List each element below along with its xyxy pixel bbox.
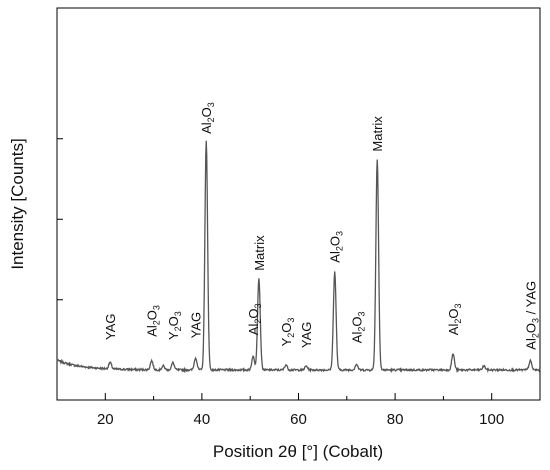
peak-label: Al2O3 [145, 305, 162, 337]
x-tick-label: 40 [194, 411, 211, 428]
x-tick-label: 100 [479, 411, 504, 428]
y-axis-label: Intensity [Counts] [8, 138, 27, 269]
peak-label: Al2O3 [199, 102, 216, 134]
x-tick-label: 20 [97, 411, 114, 428]
peak-label: YAG [189, 312, 204, 339]
peak-label: Y2O3 [166, 311, 183, 340]
peak-label: Al2O3 [446, 303, 463, 335]
x-tick-label: 60 [290, 411, 307, 428]
peak-label: Al2O3 [328, 231, 345, 263]
x-axis-label: Position 2θ [°] (Cobalt) [213, 442, 383, 461]
diffraction-line [56, 140, 541, 374]
peak-label: Matrix [252, 235, 267, 271]
peak-label: Al2O3 [246, 303, 263, 335]
peak-label: Matrix [370, 116, 385, 152]
peak-label: Al2O3 / YAG [523, 281, 540, 350]
peak-label: YAG [103, 314, 118, 341]
peak-label: YAG [299, 322, 314, 349]
x-tick-label: 80 [387, 411, 404, 428]
peak-label: Al2O3 [350, 311, 367, 343]
axis-ticks [56, 138, 541, 400]
x-tick-labels: 20 40 60 80 100 [97, 411, 504, 428]
peak-label: Y2O3 [279, 318, 296, 347]
